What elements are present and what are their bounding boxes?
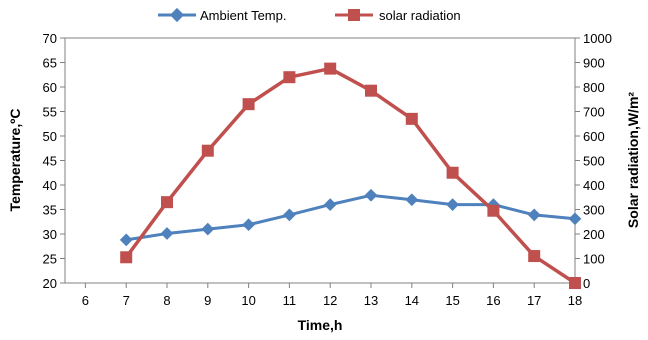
y-tick-label-right: 400 xyxy=(583,178,605,193)
legend: Ambient Temp. solar radiation xyxy=(158,7,461,23)
data-point-solar-radiation xyxy=(161,196,173,209)
y-tick-label-right: 500 xyxy=(583,154,605,169)
data-point-solar-radiation xyxy=(201,144,214,157)
y-tick-label-right: 100 xyxy=(583,252,605,267)
data-point-solar-radiation xyxy=(283,71,296,84)
x-tick-label: 15 xyxy=(445,293,459,308)
legend-marker-ambient-temp xyxy=(169,7,185,23)
y-axis-left: 20 25 30 35 40 45 50 55 60 65 70 xyxy=(43,31,65,291)
y-tick-label-right: 0 xyxy=(583,276,590,291)
data-point-solar-radiation xyxy=(242,98,255,111)
data-point-solar-radiation xyxy=(446,166,459,179)
y-axis-title-right: Solar radiation,W/m² xyxy=(625,92,641,228)
x-tick-label: 7 xyxy=(123,293,130,308)
data-point-solar-radiation xyxy=(487,204,500,217)
data-point-ambient-temp xyxy=(364,188,378,202)
y-tick-label-right: 600 xyxy=(583,129,605,144)
legend-item-ambient-temp: Ambient Temp. xyxy=(158,7,286,23)
data-point-solar-radiation xyxy=(120,251,133,264)
y-tick-label-left: 30 xyxy=(43,227,57,242)
data-point-solar-radiation xyxy=(528,250,541,263)
x-tick-label: 14 xyxy=(405,293,419,308)
y-tick-label-left: 20 xyxy=(43,276,57,291)
x-tick-label: 10 xyxy=(241,293,255,308)
y-tick-label-right: 700 xyxy=(583,105,605,120)
y-tick-label-left: 70 xyxy=(43,31,57,46)
y-tick-label-left: 50 xyxy=(43,129,57,144)
x-tick-label: 17 xyxy=(527,293,541,308)
y-tick-label-left: 45 xyxy=(43,154,57,169)
y-tick-label-left: 65 xyxy=(43,56,57,71)
y-axis-title-left: Temperature,ºC xyxy=(7,109,23,212)
data-point-ambient-temp xyxy=(405,193,419,207)
data-point-ambient-temp xyxy=(201,222,215,236)
y-axis-right: 0 100 200 300 400 500 600 700 800 900 1000 xyxy=(575,31,612,291)
data-point-solar-radiation xyxy=(324,62,337,75)
data-point-solar-radiation xyxy=(365,84,377,97)
x-tick-label: 11 xyxy=(283,293,297,308)
x-tick-label: 13 xyxy=(364,293,378,308)
y-tick-label-left: 55 xyxy=(43,105,57,120)
series-line-ambient-temp xyxy=(125,193,576,242)
y-tick-label-right: 200 xyxy=(583,227,605,242)
x-axis-title: Time,h xyxy=(298,317,343,333)
x-tick-label: 12 xyxy=(323,293,337,308)
y-tick-label-left: 60 xyxy=(43,80,57,95)
y-tick-label-right: 800 xyxy=(583,80,605,95)
x-tick-label: 16 xyxy=(486,293,500,308)
data-point-ambient-temp xyxy=(446,198,459,211)
legend-label-ambient-temp: Ambient Temp. xyxy=(200,8,286,23)
series-line-solar-radiation xyxy=(124,66,576,285)
y-tick-label-right: 900 xyxy=(583,56,605,71)
y-tick-label-right: 300 xyxy=(583,203,605,218)
data-point-solar-radiation xyxy=(405,112,418,125)
y-tick-label-left: 25 xyxy=(43,252,57,267)
data-point-ambient-temp xyxy=(323,198,337,211)
data-point-solar-radiation xyxy=(569,277,581,289)
data-point-ambient-temp xyxy=(242,218,255,232)
x-tick-label: 18 xyxy=(568,293,582,308)
x-tick-label: 8 xyxy=(163,293,170,308)
legend-marker-solar-radiation xyxy=(348,9,360,21)
y-tick-label-left: 40 xyxy=(43,178,57,193)
plot-area xyxy=(64,37,576,284)
x-axis: 6 7 8 9 10 11 12 13 14 15 16 17 18 xyxy=(82,283,582,308)
data-point-ambient-temp xyxy=(160,227,174,240)
y-tick-label-left: 35 xyxy=(43,203,57,218)
y-tick-label-right: 1000 xyxy=(583,31,612,46)
legend-label-solar-radiation: solar radiation xyxy=(379,8,461,23)
x-tick-label: 9 xyxy=(204,293,211,308)
x-tick-label: 6 xyxy=(82,293,89,308)
legend-item-solar-radiation: solar radiation xyxy=(335,8,461,23)
